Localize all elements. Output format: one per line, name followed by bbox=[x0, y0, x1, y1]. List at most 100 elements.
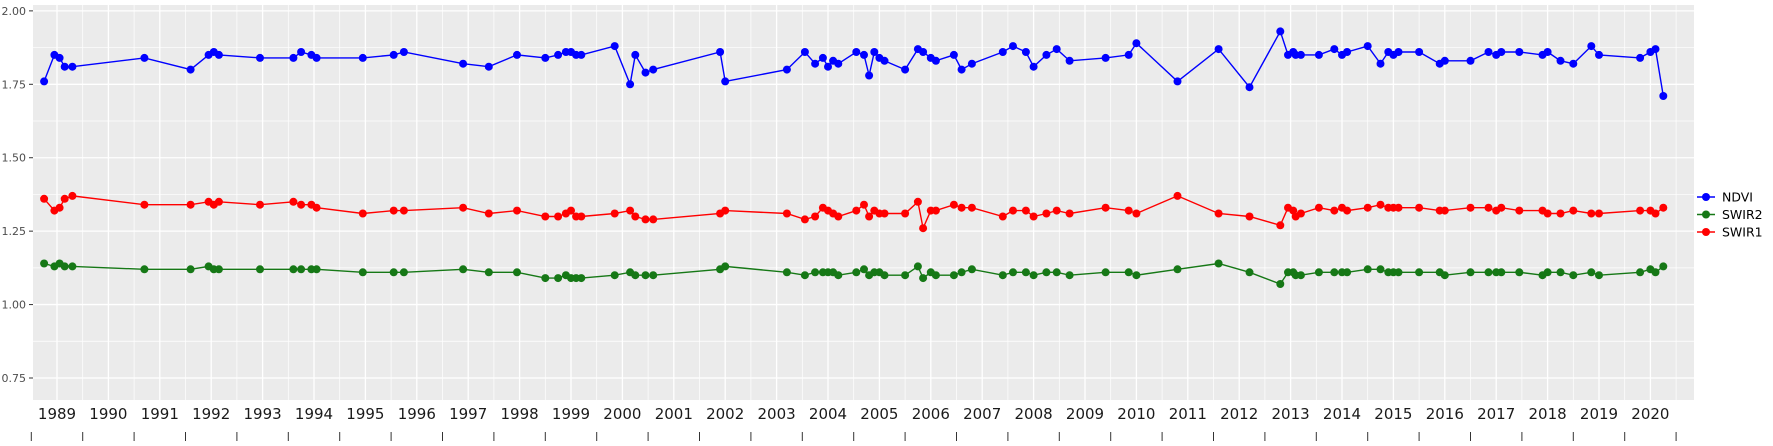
data-point bbox=[1214, 45, 1223, 54]
data-point bbox=[1021, 48, 1030, 56]
x-axis-tick-label: 2007 bbox=[963, 405, 1001, 423]
data-point bbox=[1132, 271, 1141, 280]
data-point bbox=[186, 200, 195, 209]
data-point bbox=[541, 274, 550, 283]
data-point bbox=[1101, 53, 1110, 62]
x-axis-tick-label: 2000 bbox=[603, 405, 641, 423]
x-axis-tick-label: 1997 bbox=[449, 405, 487, 423]
data-point bbox=[68, 191, 77, 200]
x-axis-tick-label: 2019 bbox=[1580, 405, 1618, 423]
y-axis-tick-label: 1.00 bbox=[2, 299, 27, 312]
x-axis-tick-label: 2002 bbox=[706, 405, 744, 423]
data-point bbox=[626, 206, 635, 215]
data-point bbox=[1466, 56, 1475, 65]
data-point bbox=[1314, 268, 1323, 277]
data-point bbox=[1330, 206, 1339, 215]
data-point bbox=[186, 65, 195, 74]
data-point bbox=[1484, 268, 1493, 277]
data-point bbox=[459, 59, 468, 68]
data-point bbox=[399, 206, 408, 215]
data-point bbox=[1343, 268, 1352, 277]
data-point bbox=[949, 200, 958, 209]
x-axis-tick-label: 2017 bbox=[1477, 405, 1515, 423]
data-point bbox=[1009, 268, 1017, 277]
data-point bbox=[631, 50, 640, 59]
legend-label: SWIR2 bbox=[1722, 207, 1763, 222]
data-point bbox=[1376, 265, 1385, 274]
data-point bbox=[1543, 268, 1552, 277]
data-point bbox=[1101, 268, 1110, 277]
data-point bbox=[949, 50, 958, 59]
data-point bbox=[1029, 62, 1038, 71]
data-point bbox=[1124, 268, 1133, 277]
data-point bbox=[641, 271, 650, 280]
x-axis-tick-label: 2009 bbox=[1066, 405, 1104, 423]
data-point bbox=[297, 265, 306, 274]
data-point bbox=[554, 212, 563, 221]
data-point bbox=[1515, 48, 1524, 56]
data-point bbox=[541, 212, 550, 221]
data-point bbox=[641, 68, 650, 77]
data-point bbox=[1052, 206, 1061, 215]
y-axis-tick-label: 1.75 bbox=[2, 78, 27, 91]
series-ndvi bbox=[40, 27, 1668, 100]
data-point bbox=[1009, 42, 1017, 51]
data-point bbox=[1245, 268, 1254, 277]
data-point bbox=[459, 203, 468, 212]
data-point bbox=[865, 71, 874, 80]
data-point bbox=[1021, 206, 1030, 215]
data-point bbox=[40, 259, 49, 268]
data-point bbox=[60, 62, 69, 71]
x-axis-tick-label: 2006 bbox=[912, 405, 950, 423]
data-point bbox=[513, 50, 521, 59]
data-point bbox=[824, 62, 832, 71]
data-point bbox=[967, 265, 976, 274]
x-axis-tick-label: 2013 bbox=[1272, 405, 1310, 423]
data-point bbox=[1343, 48, 1352, 56]
data-point bbox=[626, 80, 635, 89]
data-point bbox=[610, 42, 619, 51]
data-point bbox=[721, 77, 730, 86]
data-point bbox=[913, 262, 922, 271]
data-point bbox=[721, 206, 730, 215]
data-point bbox=[1595, 271, 1603, 280]
data-point bbox=[1042, 268, 1051, 277]
data-point bbox=[513, 206, 521, 215]
data-point bbox=[297, 48, 306, 56]
data-point bbox=[1021, 268, 1030, 277]
data-point bbox=[782, 209, 791, 218]
data-point bbox=[1314, 203, 1323, 212]
data-point bbox=[880, 271, 889, 280]
data-point bbox=[1556, 56, 1565, 65]
data-point bbox=[800, 48, 809, 56]
x-axis-tick-label: 2011 bbox=[1169, 405, 1207, 423]
y-axis-tick-label: 1.50 bbox=[2, 152, 27, 165]
legend-item-ndvi: NDVI bbox=[1697, 190, 1753, 205]
data-point bbox=[1394, 268, 1403, 277]
data-point bbox=[1029, 212, 1038, 221]
data-point bbox=[389, 206, 398, 215]
x-axis-tick-label: 2004 bbox=[809, 405, 847, 423]
data-point bbox=[1330, 268, 1339, 277]
data-point bbox=[484, 62, 493, 71]
data-point bbox=[1659, 92, 1668, 100]
data-point bbox=[1651, 268, 1660, 277]
data-point bbox=[949, 271, 958, 280]
data-point bbox=[1173, 265, 1182, 274]
x-axis-tick-label: 1995 bbox=[346, 405, 384, 423]
data-point bbox=[998, 48, 1007, 56]
data-point bbox=[852, 268, 861, 277]
x-axis-tick-label: 1992 bbox=[192, 405, 230, 423]
data-point bbox=[1173, 191, 1182, 200]
x-axis-tick-label: 2014 bbox=[1323, 405, 1361, 423]
data-point bbox=[641, 215, 650, 224]
series-line bbox=[43, 262, 1664, 285]
data-point bbox=[1296, 271, 1305, 280]
data-point bbox=[312, 265, 321, 274]
x-axis-tick-label: 1991 bbox=[141, 405, 179, 423]
data-point bbox=[1132, 209, 1141, 218]
data-point bbox=[818, 53, 827, 62]
data-point bbox=[782, 65, 791, 74]
data-point bbox=[1587, 209, 1596, 218]
x-axis-tick-label: 2001 bbox=[655, 405, 693, 423]
